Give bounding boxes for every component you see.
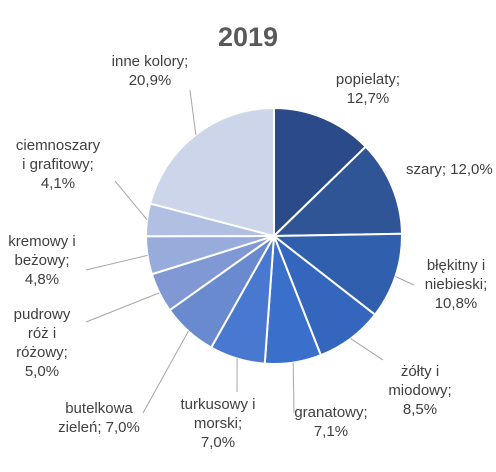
slice-label-line: 7,1% [314,423,348,440]
slice-label-line: 4,8% [25,271,59,288]
slice-label-line: żółty i [401,363,439,380]
leader-line [292,362,295,414]
slice-label-line: beżowy; [14,252,69,269]
pie-slices [144,106,403,365]
leader-line [395,276,415,286]
leader-line [350,338,384,361]
leader-line [85,292,160,323]
slice-label-line: ciemnoszary [16,137,101,154]
slice-label-line: 10,8% [435,295,478,312]
slice-label: szary; 12,0% [406,161,493,178]
slice-label-line: zieleń; 7,0% [58,419,140,436]
leader-lines [85,89,415,414]
slice-label-line: morski; [194,415,242,432]
slice-label: inne kolory; 20,9% [112,53,189,89]
leader-line [114,180,148,221]
slice-label-line: i grafitowy; [22,156,94,173]
slice-label-line: 5,0% [25,363,59,380]
slice-label-line: 4,1% [41,175,75,192]
slice-label-line: 20,9% [129,72,172,89]
slice-label: pudrowy róż i różowy; 5,0% [14,306,71,380]
slice-label-line: niebieski; [425,276,488,293]
leader-line [189,89,197,135]
slice-label: granatowy; 7,1% [294,404,367,440]
slice-label-line: róż i [28,325,56,342]
slice-label-line: granatowy; [294,404,367,421]
slice-label-line: szary; 12,0% [406,161,493,178]
slice-label-line: 8,5% [403,401,437,418]
slice-label: żółty i miodowy; 8,5% [388,363,451,418]
slice-label-line: błękitny i [427,257,485,274]
slice-label-line: różowy; [16,344,68,361]
pie-slice [273,106,368,239]
slice-label-line: kremowy i [8,233,76,250]
slice-label: turkusowy i morski; 7,0% [180,396,255,451]
slice-labels: popielaty; 12,7% szary; 12,0% błękitny i nie… [8,53,492,451]
slice-label: ciemnoszary i grafitowy; 4,1% [16,137,101,192]
slice-label-line: 12,7% [347,90,390,107]
slice-label: popielaty; 12,7% [336,71,400,107]
slice-label-line: inne kolory; [112,53,189,70]
chart-title: 2019 [218,22,278,52]
pie-slice [271,145,403,238]
slice-label-line: butelkowa [65,400,133,417]
slice-label: kremowy i beżowy; 4,8% [8,233,76,288]
slice-label: butelkowa zieleń; 7,0% [58,400,140,436]
slice-label-line: miodowy; [388,382,451,399]
slice-label: błękitny i niebieski; 10,8% [425,257,488,312]
slice-label-line: popielaty; [336,71,400,88]
slice-label-line: 7,0% [201,434,235,451]
slice-label-line: turkusowy i [180,396,255,413]
leader-line [142,330,189,414]
slice-label-line: pudrowy [14,306,71,323]
leader-line [85,254,148,271]
